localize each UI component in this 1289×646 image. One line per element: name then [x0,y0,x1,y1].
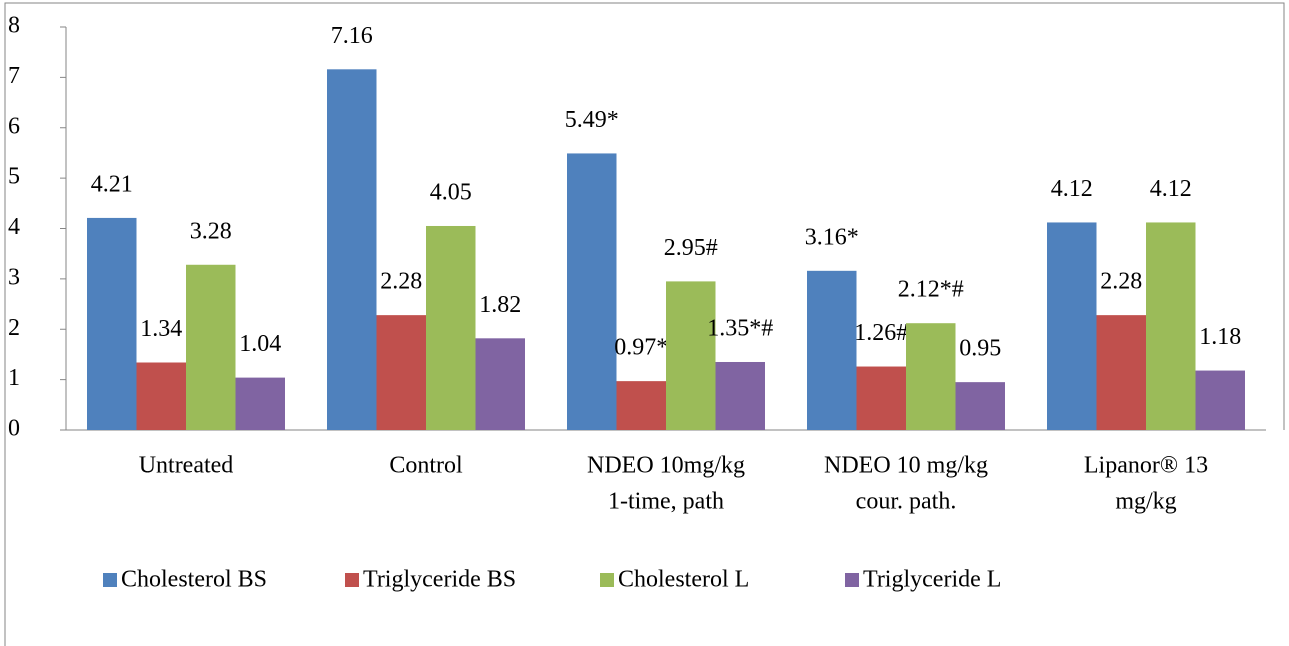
bar [955,382,1005,430]
value-label: 1.34 [140,316,182,342]
legend-label: Cholesterol L [618,567,749,593]
bar [666,281,716,430]
y-tick-label: 1 [8,365,20,391]
y-tick-label: 5 [8,164,20,190]
y-tick-label: 3 [8,264,20,290]
x-tick-label: Lipanor® 13 [1084,453,1208,479]
bar [1146,222,1196,430]
x-tick-label: 1-time, path [608,489,724,515]
value-label: 3.28 [190,218,232,244]
value-label: 2.95# [664,235,718,261]
value-label: 2.28 [1100,269,1142,295]
legend-swatch [845,573,859,587]
y-tick-label: 6 [8,113,20,139]
x-tick-label: cour. path. [856,489,957,515]
value-label: 1.04 [239,331,281,357]
y-tick-label: 2 [8,315,20,341]
legend-label: Triglyceride BS [363,567,516,593]
value-label: 4.12 [1150,176,1192,202]
legend-swatch [600,573,614,587]
bar [376,315,426,430]
value-label: 0.95 [959,336,1001,362]
x-tick-label: Control [389,453,463,479]
bar [856,366,906,430]
value-label: 4.05 [430,179,472,205]
value-label: 0.97* [614,335,668,361]
x-tick-label: mg/kg [1115,489,1176,515]
bar [186,264,236,430]
bar [136,362,186,430]
value-label: 1.35*# [707,315,773,341]
value-label: 1.82 [479,292,521,318]
y-tick-label: 7 [8,63,20,89]
bar [807,270,857,430]
value-label: 3.16* [805,224,859,250]
y-tick-label: 0 [8,416,20,442]
value-label: 4.21 [91,171,133,197]
bar [235,377,285,430]
bar [1047,222,1097,430]
legend-swatch [103,573,117,587]
legend-label: Triglyceride L [863,567,1001,593]
value-label: 2.12*# [898,277,964,303]
y-tick-label: 8 [8,13,20,39]
value-label: 4.12 [1051,176,1093,202]
bar [616,381,666,430]
y-tick-label: 4 [8,214,20,240]
bar [1195,370,1245,430]
value-label: 7.16 [331,23,373,49]
value-label: 5.49* [565,107,619,133]
value-label: 1.18 [1199,324,1241,350]
bar [426,225,476,430]
value-label: 1.26# [854,320,908,346]
bar [475,338,525,430]
legend-label: Cholesterol BS [121,567,267,593]
chart-border [4,2,1285,646]
bar [906,323,956,430]
bar [1096,315,1146,430]
value-label: 2.28 [380,269,422,295]
legend-swatch [345,573,359,587]
bar [87,217,137,430]
x-tick-label: Untreated [139,453,234,479]
bar [715,361,765,430]
bar [567,153,617,430]
x-tick-label: NDEO 10mg/kg [587,453,745,479]
x-tick-label: NDEO 10 mg/kg [824,453,988,479]
bar [327,69,377,430]
